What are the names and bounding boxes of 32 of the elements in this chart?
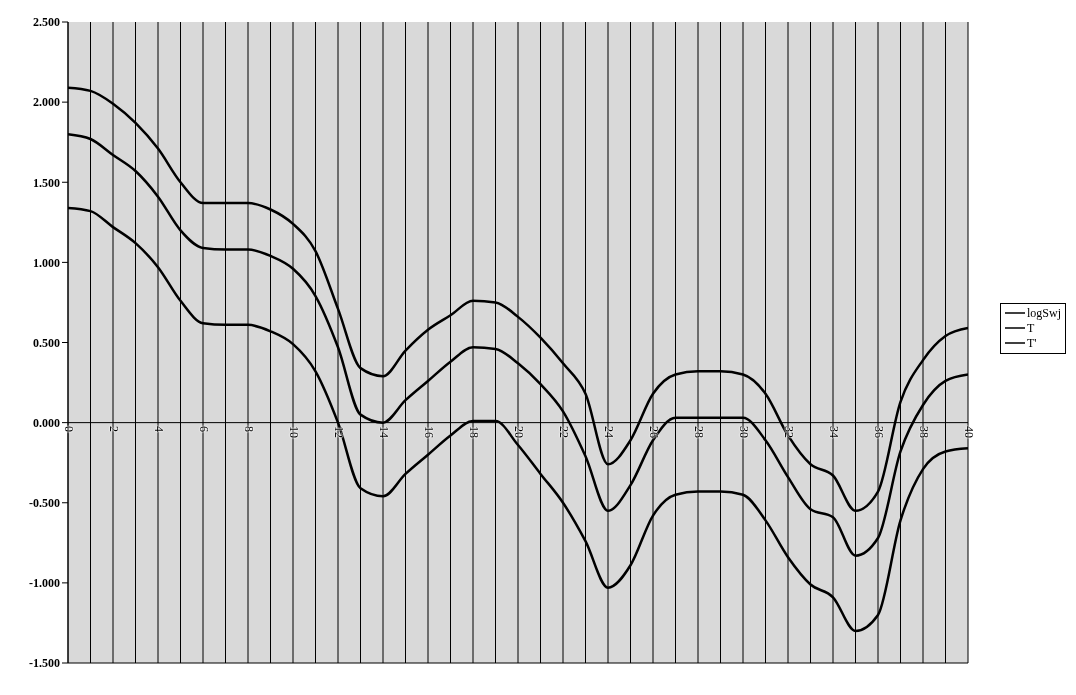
- x-tick-label: 16: [421, 424, 436, 439]
- y-tick-label: 1.000: [33, 255, 60, 270]
- y-tick-label: 1.500: [33, 175, 60, 190]
- x-tick-label: 4: [151, 424, 166, 433]
- x-tick-label: 32: [781, 424, 796, 439]
- x-tick-label: 28: [691, 424, 706, 439]
- x-tick-label: 2: [106, 424, 121, 433]
- y-tick-label: 2.500: [33, 15, 60, 30]
- x-tick-label: 10: [286, 424, 301, 439]
- y-tick-label: -1.000: [29, 576, 60, 591]
- y-tick-label: -0.500: [29, 496, 60, 511]
- x-tick-label: 24: [601, 424, 616, 439]
- y-tick-label: 0.000: [33, 415, 60, 430]
- legend-label: logSwj: [1027, 305, 1062, 321]
- legend-label: T: [1027, 320, 1035, 336]
- x-tick-label: 6: [196, 424, 211, 433]
- legend-label: T': [1027, 335, 1037, 351]
- x-tick-label: 8: [241, 424, 256, 433]
- y-tick-label: 2.000: [33, 95, 60, 110]
- x-tick-label: 22: [556, 424, 571, 439]
- x-tick-label: 36: [871, 424, 886, 439]
- x-tick-label: 38: [916, 424, 931, 439]
- x-tick-label: 18: [466, 424, 481, 439]
- x-tick-label: 12: [331, 424, 346, 439]
- x-tick-label: 26: [646, 424, 661, 439]
- x-tick-label: 34: [826, 424, 841, 439]
- y-tick-label: -1.500: [29, 656, 60, 671]
- x-tick-label: 40: [961, 424, 976, 439]
- y-tick-label: 0.500: [33, 335, 60, 350]
- x-tick-label: 14: [376, 424, 391, 439]
- x-tick-label: 30: [736, 424, 751, 439]
- x-tick-label: 20: [511, 424, 526, 439]
